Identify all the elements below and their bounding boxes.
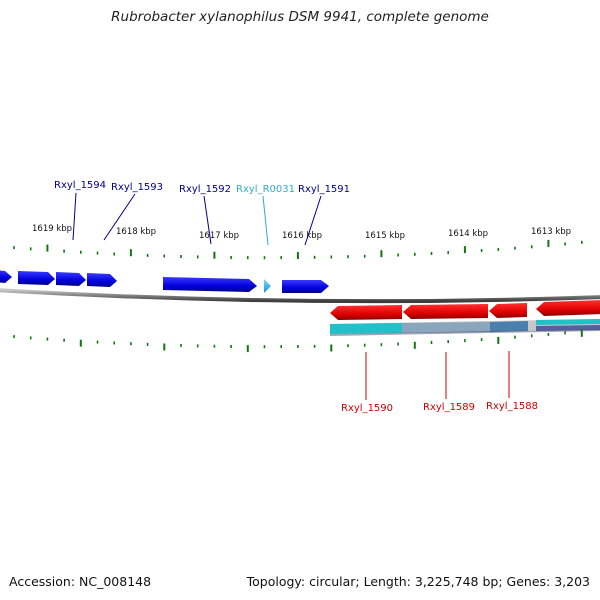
genome-title: Rubrobacter xylanophilus DSM 9941, compl… [111,9,489,25]
gene-label[interactable]: Rxyl_R0031 [236,184,295,195]
gene-arrow[interactable] [56,272,86,286]
gene-arrow[interactable] [0,270,12,283]
forward-strand-genes [0,270,329,293]
gene-arrow[interactable] [403,304,488,319]
rna-gene-arrow[interactable] [264,279,271,293]
gc-content-track [330,319,600,336]
gene-arrow[interactable] [18,271,55,285]
scale-label: 1618 kbp [116,227,156,237]
gene-label[interactable]: Rxyl_1591 [298,184,350,195]
forward-gene-labels: Rxyl_1594 Rxyl_1593 Rxyl_1592 Rxyl_R0031… [54,180,350,246]
gene-arrow[interactable] [87,273,117,287]
gene-label[interactable]: Rxyl_1588 [486,401,538,412]
scale-label: 1613 kbp [531,227,571,237]
gene-label[interactable]: Rxyl_1590 [341,403,393,414]
gene-arrow[interactable] [330,305,402,320]
scale-label: 1614 kbp [448,229,488,239]
scale-label: 1619 kbp [32,224,72,234]
gene-arrow[interactable] [282,280,329,293]
gene-label[interactable]: Rxyl_1589 [423,402,475,413]
scale-label: 1617 kbp [199,231,239,241]
gene-label[interactable]: Rxyl_1594 [54,180,106,191]
scale-ticks-upper [13,239,583,260]
reverse-gene-labels: Rxyl_1590 Rxyl_1589 Rxyl_1588 [341,351,538,414]
reverse-strand-genes [330,300,600,320]
gene-label[interactable]: Rxyl_1592 [179,184,231,195]
scale-label: 1615 kbp [365,231,405,241]
genome-summary: Topology: circular; Length: 3,225,748 bp… [246,574,590,589]
gene-arrow[interactable] [163,277,257,292]
scale-labels: 1619 kbp 1618 kbp 1617 kbp 1616 kbp 1615… [32,224,571,241]
gene-arrow[interactable] [489,303,527,318]
gene-arrow[interactable] [536,300,600,316]
scale-ticks-lower [13,329,583,353]
accession-label: Accession: NC_008148 [9,574,152,589]
chromosome-backbone [0,288,600,304]
gene-label[interactable]: Rxyl_1593 [111,182,163,193]
scale-label: 1616 kbp [282,231,322,241]
